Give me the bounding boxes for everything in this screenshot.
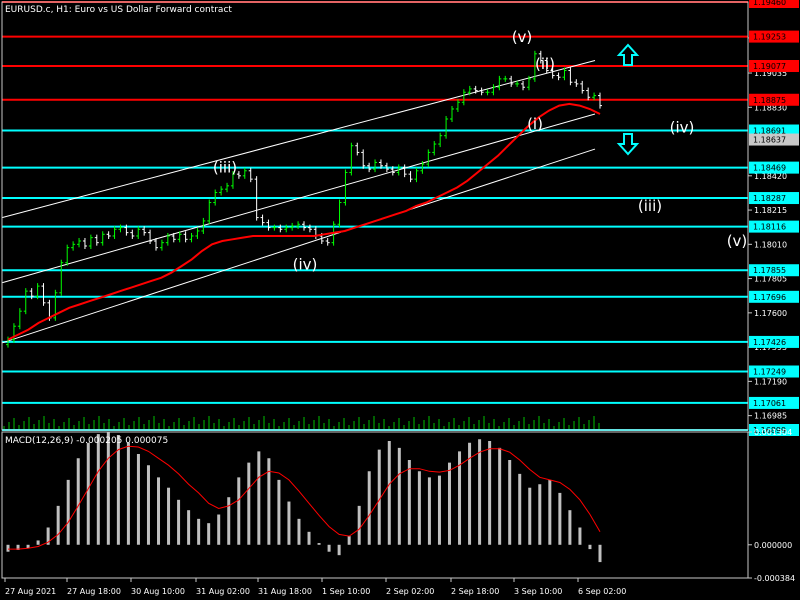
wave-label: (iv) bbox=[670, 118, 695, 136]
macd-signal-line[interactable] bbox=[8, 445, 601, 550]
macd-indicator-pane[interactable] bbox=[6, 432, 602, 563]
time-tick-label: 30 Aug 10:00 bbox=[131, 587, 185, 596]
time-tick-label: 27 Aug 2021 bbox=[5, 587, 56, 596]
resistance-level-tag bbox=[749, 93, 799, 106]
support-level-tag bbox=[749, 220, 799, 233]
main-pane-border bbox=[1, 1, 749, 431]
support-level-tag-label: 1.17249 bbox=[753, 368, 786, 377]
time-tick-label: 2 Sep 18:00 bbox=[451, 587, 499, 596]
moving-average-line[interactable] bbox=[7, 102, 601, 341]
time-tick-label: 1 Sep 10:00 bbox=[322, 587, 370, 596]
channel-line-3[interactable] bbox=[1, 148, 596, 344]
support-level-tag-label: 1.18469 bbox=[753, 164, 786, 173]
wave-label: (ii) bbox=[535, 55, 555, 73]
time-tick-label: 27 Aug 18:00 bbox=[67, 587, 121, 596]
support-level-tag-label: 1.18116 bbox=[753, 223, 786, 232]
support-level-tag-label: 1.17061 bbox=[753, 399, 786, 408]
support-level-tag-label: 1.18287 bbox=[753, 194, 786, 203]
price-tick-label: 1.18830 bbox=[754, 103, 787, 112]
macd-pane-border bbox=[1, 431, 749, 579]
support-level-tag bbox=[749, 396, 799, 409]
price-tick-label: 1.17190 bbox=[754, 377, 787, 386]
support-level-tag bbox=[749, 365, 799, 378]
chart-title: EURUSD.c, H1: Euro vs US Dollar Forward … bbox=[5, 5, 232, 15]
price-tick-label: 1.17600 bbox=[754, 309, 787, 318]
support-level-tag-label: 1.17696 bbox=[753, 293, 786, 302]
resistance-level-tag bbox=[749, 0, 799, 8]
price-tick-label: 1.16985 bbox=[754, 412, 787, 421]
time-tick-label: 2 Sep 02:00 bbox=[386, 587, 434, 596]
support-level-tag-label: 1.16899 bbox=[753, 426, 786, 435]
price-tick-label: 1.18010 bbox=[754, 240, 787, 249]
resistance-level-tag-label: 1.19460 bbox=[753, 0, 786, 7]
down-arrow-icon bbox=[616, 133, 640, 156]
price-tick-label: 1.17805 bbox=[754, 275, 787, 284]
price-tick-label: 1.18215 bbox=[754, 206, 787, 215]
support-level-tag bbox=[749, 424, 799, 436]
resistance-level-tag-label: 1.19077 bbox=[753, 62, 786, 71]
time-tick-label: 6 Sep 02:00 bbox=[578, 587, 626, 596]
wave-label: (iii) bbox=[213, 158, 237, 176]
price-tick-label: 1.18420 bbox=[754, 172, 787, 181]
support-level-tag bbox=[749, 264, 799, 277]
macd-tick-label: 0.000000 bbox=[754, 541, 792, 550]
time-tick-label: 31 Aug 18:00 bbox=[258, 587, 312, 596]
macd-tick-label: -0.000384 bbox=[754, 574, 795, 583]
price-tick-label: 1.19035 bbox=[754, 69, 787, 78]
macd-label: MACD(12,26,9) -0.000205 0.000075 bbox=[5, 436, 168, 446]
support-level-tag-label: 1.17855 bbox=[753, 266, 786, 275]
time-tick-label: 3 Sep 10:00 bbox=[514, 587, 562, 596]
time-tick-label: 31 Aug 02:00 bbox=[196, 587, 250, 596]
support-level-tag-label: 1.18691 bbox=[753, 127, 786, 136]
resistance-level-tag bbox=[749, 30, 799, 43]
channel-line-1[interactable] bbox=[1, 60, 596, 219]
channel-line-2[interactable] bbox=[1, 113, 596, 284]
resistance-level-tag-label: 1.18875 bbox=[753, 96, 786, 105]
support-level-tag bbox=[749, 192, 799, 205]
support-level-tag-label: 1.17426 bbox=[753, 338, 786, 347]
current-price-tag bbox=[749, 133, 799, 146]
resistance-level-tag-label: 1.19253 bbox=[753, 33, 786, 42]
up-arrow-icon bbox=[616, 43, 640, 66]
support-level-tag bbox=[749, 161, 799, 174]
resistance-level-tag bbox=[749, 60, 799, 73]
wave-label: (v) bbox=[512, 28, 533, 46]
wave-label: (iv) bbox=[293, 255, 318, 273]
support-level-tag bbox=[749, 335, 799, 348]
macd-tick-label: 0.001304 bbox=[754, 428, 792, 437]
wave-label: (i) bbox=[527, 115, 543, 133]
price-chart-pane[interactable]: (iii)(iv)(v)(ii)(i) (iv)(iii)(v) bbox=[1, 1, 748, 431]
wave-label: (iii) bbox=[638, 197, 662, 215]
support-level-tag bbox=[749, 290, 799, 303]
support-level-tag bbox=[749, 124, 799, 137]
wave-label: (v) bbox=[727, 232, 748, 250]
current-price-label: 1.18637 bbox=[753, 136, 786, 145]
